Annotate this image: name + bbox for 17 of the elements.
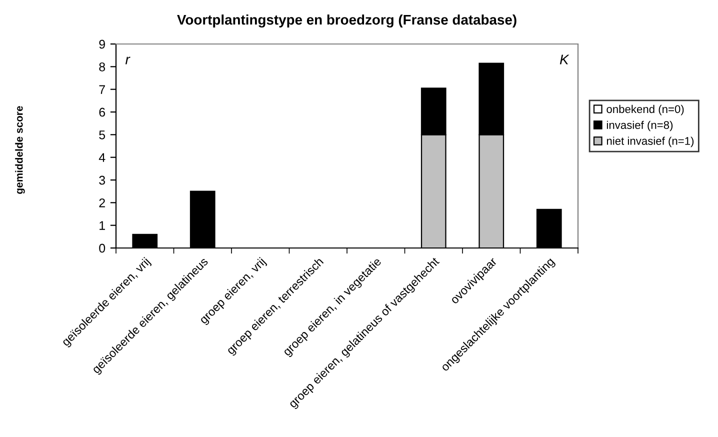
annotation: K	[560, 54, 570, 64]
legend-label: onbekend (n=0)	[606, 104, 684, 116]
chart-title: Voortplantingstype en broedzorg (Franse database)	[177, 14, 516, 28]
y-tick-label: 2	[99, 198, 105, 208]
y-tick-label: 9	[99, 40, 105, 49]
legend-label: invasief (n=8)	[606, 120, 673, 132]
y-axis-title: gemiddelde score	[15, 106, 25, 194]
annotation: r	[125, 56, 130, 64]
y-tick-label: 0	[99, 244, 106, 253]
y-tick-label: 7	[99, 85, 105, 94]
y-tick-label: 5	[99, 130, 106, 140]
y-tick-label: 3	[99, 176, 106, 185]
y-tick-label: 8	[99, 62, 106, 72]
legend-label: niet invasief (n=1)	[606, 136, 694, 148]
y-tick-label: 1	[100, 221, 105, 230]
y-tick-label: 6	[99, 108, 106, 117]
y-tick-label: 4	[98, 153, 106, 162]
